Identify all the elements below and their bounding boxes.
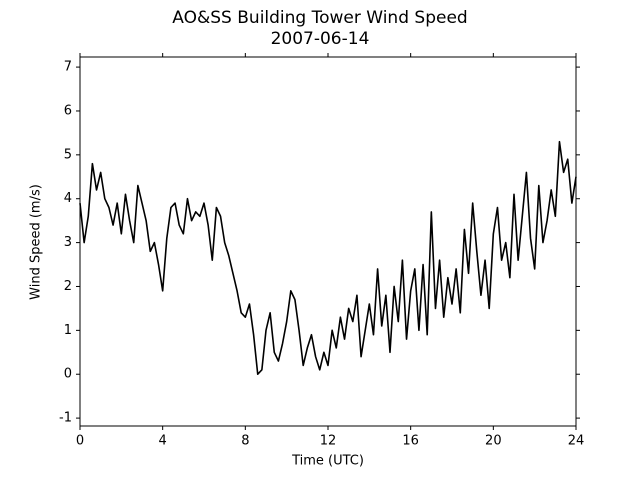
- x-tick-label: 24: [568, 434, 585, 449]
- y-tick-label: 1: [64, 323, 72, 338]
- y-tick-label: 3: [64, 235, 72, 250]
- chart-title: AO&SS Building Tower Wind Speed: [172, 8, 467, 28]
- y-axis-label: Wind Speed (m/s): [29, 184, 44, 300]
- data-line: [79, 140, 577, 376]
- x-tick-label: 8: [241, 434, 249, 449]
- x-tick-label: 4: [159, 434, 167, 449]
- x-tick-label: 16: [402, 434, 419, 449]
- y-tick-label: -1: [59, 411, 72, 426]
- y-tick-label: 4: [64, 191, 72, 206]
- y-tick-label: 0: [64, 367, 72, 382]
- y-tick-label: 2: [64, 279, 72, 294]
- y-tick-label: 7: [64, 60, 72, 75]
- x-tick-label: 20: [485, 434, 502, 449]
- y-tick-label: 5: [64, 147, 72, 162]
- x-tick-label: 12: [320, 434, 337, 449]
- y-tick-label: 6: [64, 103, 72, 118]
- x-axis-label: Time (UTC): [291, 454, 364, 469]
- chart-subtitle: 2007-06-14: [271, 29, 370, 49]
- x-tick-label: 0: [76, 434, 84, 449]
- plot-frame: [79, 56, 577, 427]
